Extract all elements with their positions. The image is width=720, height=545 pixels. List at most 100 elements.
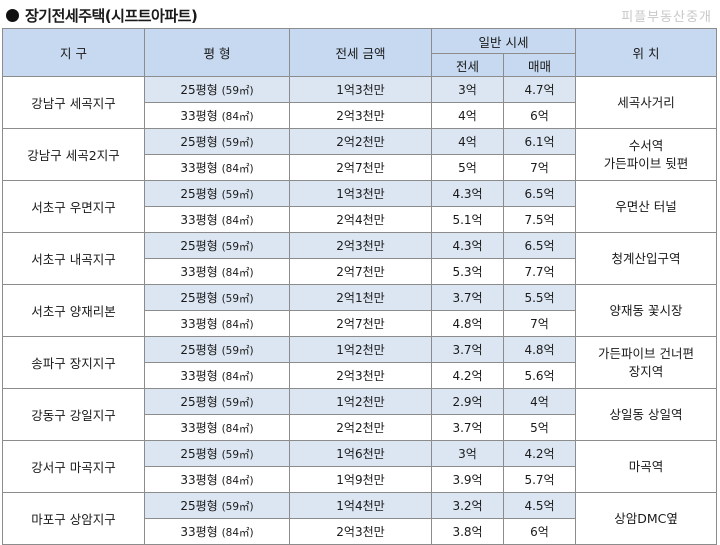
location-line: 양재동 꽃시장 bbox=[609, 302, 683, 318]
table-row: 33평형 (84㎡) 2억3천만 4억 6억 bbox=[3, 102, 717, 129]
title-bar: 장기전세주택(시프트아파트) bbox=[6, 4, 198, 26]
area-label: (59㎡) bbox=[221, 137, 254, 149]
area-label: (59㎡) bbox=[221, 241, 254, 253]
size-cell: 33평형 (84㎡) bbox=[144, 466, 290, 493]
location-line: 장지역 bbox=[628, 363, 664, 379]
market-sale-cell: 6억 bbox=[502, 518, 577, 545]
market-jeonse-cell: 4억 bbox=[431, 102, 504, 129]
location-line: 세곡사거리 bbox=[617, 94, 675, 110]
table-row: 마포구 상암지구 25평형 (59㎡) 1억4천만 3.2억 4.5억 상암DMC옆 bbox=[2, 492, 718, 545]
size-label: 25평형 bbox=[180, 447, 218, 461]
table-row: 서초구 내곡지구 25평형 (59㎡) 2억3천만 4.3억 6.5억 청계산입구역 bbox=[2, 232, 718, 285]
market-jeonse-cell: 4.3억 bbox=[431, 180, 504, 207]
jeonse-price-cell: 2억7천만 bbox=[289, 258, 432, 285]
size-label: 33평형 bbox=[180, 161, 218, 175]
market-sale-cell: 6억 bbox=[502, 102, 577, 129]
market-sale-cell: 4억 bbox=[502, 388, 577, 415]
market-jeonse-cell: 3.9억 bbox=[431, 466, 504, 493]
jeonse-price-cell: 2억3천만 bbox=[289, 362, 432, 389]
rental-housing-table: 지 구 평 형 전세 금액 일반 시세 위 치 전세 매매 강남구 세곡지구 25… bbox=[2, 28, 718, 545]
jeonse-price-cell: 1억9천만 bbox=[289, 466, 432, 493]
size-cell: 33평형 (84㎡) bbox=[144, 310, 290, 337]
market-sale-cell: 7억 bbox=[502, 154, 577, 181]
area-label: (59㎡) bbox=[221, 85, 254, 97]
jeonse-price-cell: 2억3천만 bbox=[289, 102, 432, 129]
size-cell: 33평형 (84㎡) bbox=[144, 102, 290, 129]
size-cell: 25평형 (59㎡) bbox=[144, 284, 290, 311]
district-cell: 송파구 장지지구 bbox=[2, 336, 145, 389]
area-label: (84㎡) bbox=[221, 527, 254, 539]
size-cell: 33평형 (84㎡) bbox=[144, 206, 290, 233]
size-cell: 33평형 (84㎡) bbox=[144, 518, 290, 545]
jeonse-price-cell: 1억2천만 bbox=[289, 336, 432, 363]
header-market-sale: 매매 bbox=[502, 53, 577, 77]
size-label: 25평형 bbox=[180, 135, 218, 149]
table-row: 33평형 (84㎡) 2억7천만 5억 7억 bbox=[3, 154, 717, 181]
jeonse-price-cell: 2억3천만 bbox=[289, 518, 432, 545]
area-label: (59㎡) bbox=[221, 189, 254, 201]
district-cell: 서초구 내곡지구 bbox=[2, 232, 145, 285]
jeonse-price-cell: 2억2천만 bbox=[289, 128, 432, 155]
location-line: 가든파이브 건너편 bbox=[598, 345, 694, 361]
jeonse-price-cell: 2억1천만 bbox=[289, 284, 432, 311]
size-cell: 25평형 (59㎡) bbox=[144, 128, 290, 155]
location-line: 청계산입구역 bbox=[611, 250, 681, 266]
district-cell: 서초구 양재리본 bbox=[2, 284, 145, 337]
area-label: (84㎡) bbox=[221, 475, 254, 487]
market-jeonse-cell: 5.1억 bbox=[431, 206, 504, 233]
area-label: (84㎡) bbox=[221, 319, 254, 331]
size-cell: 33평형 (84㎡) bbox=[144, 414, 290, 441]
location-cell: 세곡사거리 bbox=[575, 76, 718, 129]
area-label: (59㎡) bbox=[221, 501, 254, 513]
market-jeonse-cell: 2.9억 bbox=[431, 388, 504, 415]
size-label: 25평형 bbox=[180, 291, 218, 305]
market-jeonse-cell: 3.7억 bbox=[431, 336, 504, 363]
location-cell: 청계산입구역 bbox=[575, 232, 718, 285]
jeonse-price-cell: 1억6천만 bbox=[289, 440, 432, 467]
header-size: 평 형 bbox=[144, 28, 290, 77]
jeonse-price-cell: 1억3천만 bbox=[289, 76, 432, 103]
market-jeonse-cell: 3.7억 bbox=[431, 414, 504, 441]
area-label: (84㎡) bbox=[221, 267, 254, 279]
header-market-jeonse: 전세 bbox=[431, 53, 504, 77]
market-sale-cell: 5억 bbox=[502, 414, 577, 441]
size-label: 25평형 bbox=[180, 395, 218, 409]
size-label: 25평형 bbox=[180, 83, 218, 97]
market-sale-cell: 6.5억 bbox=[502, 180, 577, 207]
table-row: 33평형 (84㎡) 2억7천만 5.3억 7.7억 bbox=[3, 258, 717, 285]
location-cell: 우면산 터널 bbox=[575, 180, 718, 233]
jeonse-price-cell: 2억4천만 bbox=[289, 206, 432, 233]
market-sale-cell: 4.5억 bbox=[502, 492, 577, 519]
market-sale-cell: 4.7억 bbox=[502, 76, 577, 103]
size-label: 33평형 bbox=[180, 473, 218, 487]
location-line: 상일동 상일역 bbox=[609, 406, 683, 422]
market-jeonse-cell: 4.3억 bbox=[431, 232, 504, 259]
size-cell: 25평형 (59㎡) bbox=[144, 336, 290, 363]
table-row: 송파구 장지지구 25평형 (59㎡) 1억2천만 3.7억 4.8억 가든파이브 건너편… bbox=[2, 336, 718, 389]
market-sale-cell: 5.6억 bbox=[502, 362, 577, 389]
jeonse-price-cell: 2억7천만 bbox=[289, 310, 432, 337]
market-sale-cell: 6.5억 bbox=[502, 232, 577, 259]
area-label: (84㎡) bbox=[221, 163, 254, 175]
market-jeonse-cell: 4.2억 bbox=[431, 362, 504, 389]
size-cell: 25평형 (59㎡) bbox=[144, 492, 290, 519]
market-jeonse-cell: 4억 bbox=[431, 128, 504, 155]
district-cell: 마포구 상암지구 bbox=[2, 492, 145, 545]
size-cell: 33평형 (84㎡) bbox=[144, 362, 290, 389]
table-body: 강남구 세곡지구 25평형 (59㎡) 1억3천만 3억 4.7억 세곡사거리 33평형 (… bbox=[2, 76, 718, 545]
jeonse-price-cell: 1억2천만 bbox=[289, 388, 432, 415]
size-label: 33평형 bbox=[180, 369, 218, 383]
location-line: 수서역 bbox=[628, 137, 664, 153]
market-sale-cell: 4.2억 bbox=[502, 440, 577, 467]
table-row: 33평형 (84㎡) 2억4천만 5.1억 7.5억 bbox=[3, 206, 717, 233]
district-cell: 서초구 우면지구 bbox=[2, 180, 145, 233]
size-cell: 25평형 (59㎡) bbox=[144, 76, 290, 103]
location-line: 마곡역 bbox=[628, 458, 664, 474]
area-label: (59㎡) bbox=[221, 345, 254, 357]
area-label: (84㎡) bbox=[221, 371, 254, 383]
location-cell: 상일동 상일역 bbox=[575, 388, 718, 441]
market-sale-cell: 5.7억 bbox=[502, 466, 577, 493]
location-cell: 양재동 꽃시장 bbox=[575, 284, 718, 337]
size-label: 25평형 bbox=[180, 343, 218, 357]
